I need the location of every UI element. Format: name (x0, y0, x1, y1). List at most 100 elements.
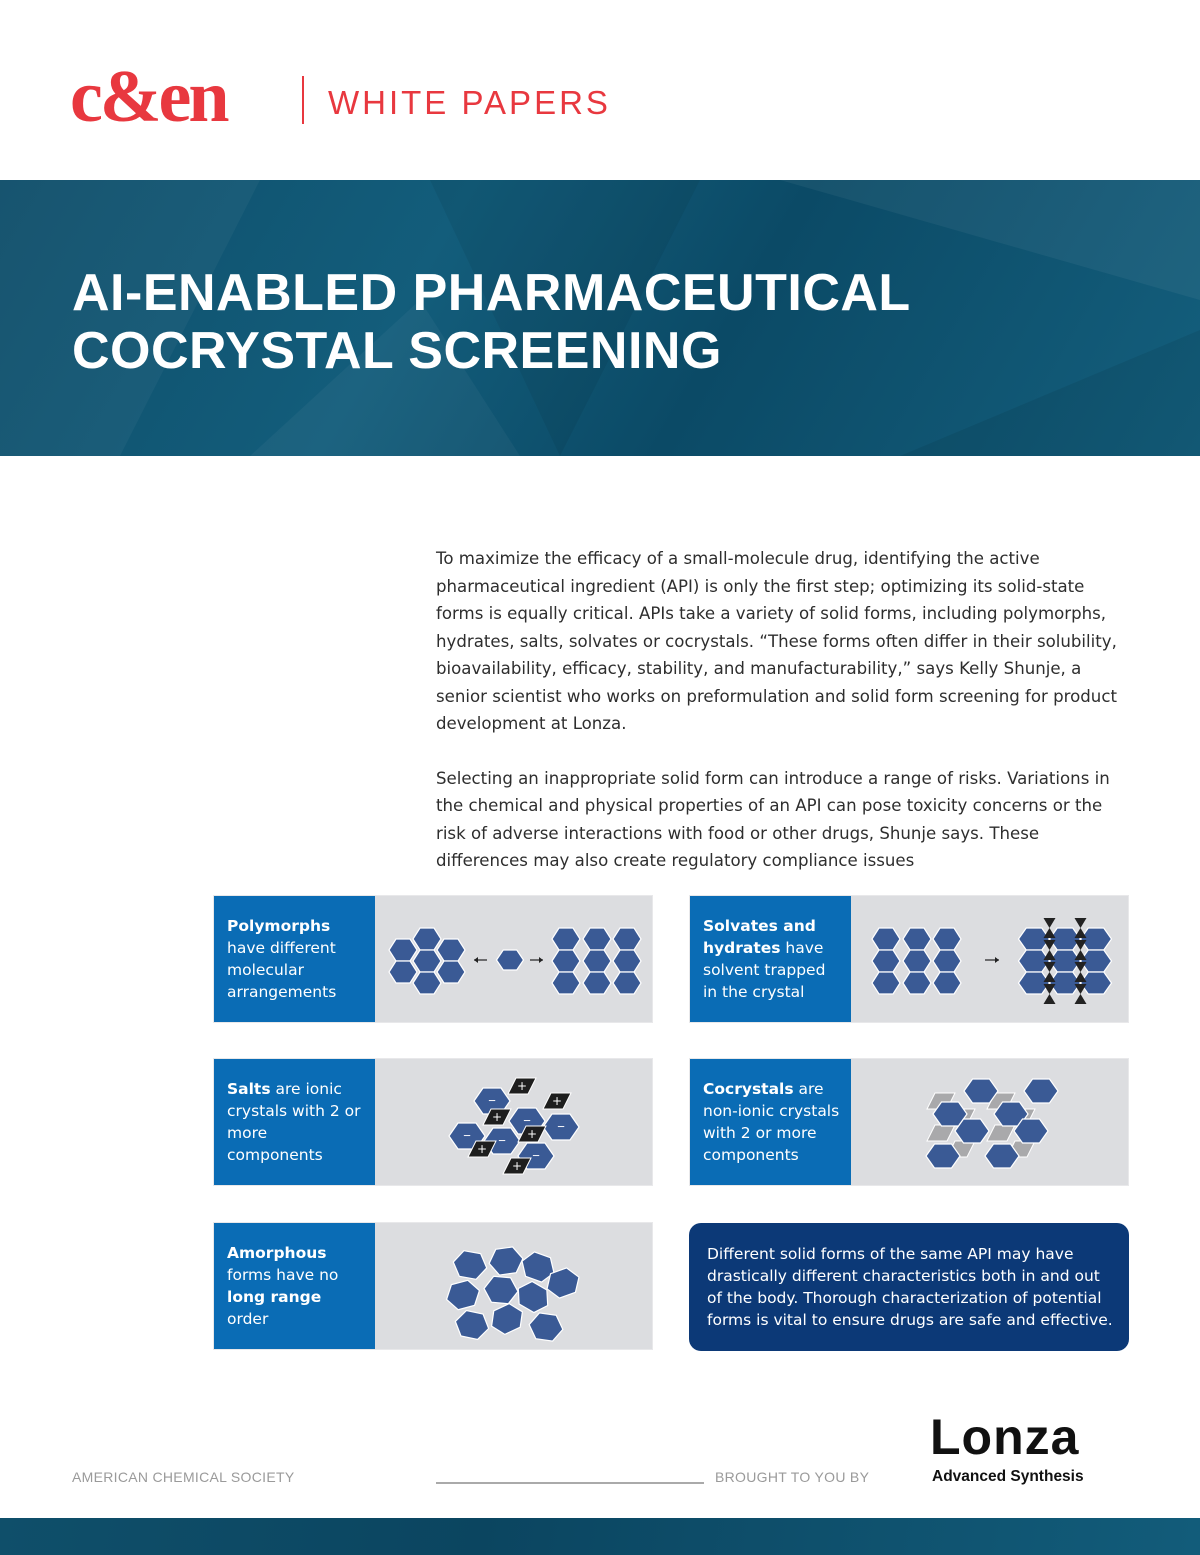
hexagon-molecule (445, 1279, 481, 1311)
solvent-molecule (1043, 972, 1056, 982)
counterion (986, 1124, 1016, 1142)
publisher-name: AMERICAN CHEMICAL SOCIETY (72, 1469, 295, 1485)
hexagon-molecule (902, 949, 932, 973)
card-label: Polymorphs have different molecular arra… (214, 896, 375, 1022)
sponsor-subtitle: Advanced Synthesis (932, 1468, 1084, 1485)
hexagon-molecule (902, 971, 932, 995)
hexagon-molecule (488, 1246, 524, 1276)
solvent-molecule (1074, 962, 1087, 972)
hexagon-molecule (582, 949, 612, 973)
counterion (517, 1125, 547, 1143)
solvent-molecule (1074, 972, 1087, 982)
solvent-molecule (1043, 994, 1056, 1004)
hexagon-molecule (412, 971, 442, 995)
solvent-molecule (1074, 950, 1087, 960)
counterion (482, 1108, 512, 1126)
card-amorphous: Amorphous forms have no long range order (213, 1222, 653, 1350)
hexagon-molecule (582, 927, 612, 951)
polymorphs-illustration (388, 927, 642, 995)
summary-callout: Different solid forms of the same API ma… (689, 1223, 1129, 1351)
charge-sign: + (517, 1079, 527, 1093)
charge-sign: + (552, 1094, 562, 1108)
charge-sign: − (557, 1119, 565, 1134)
arrow-head (474, 957, 478, 963)
arrow-head (995, 957, 999, 963)
charge-sign: − (532, 1148, 540, 1163)
hexagon-molecule (412, 927, 442, 951)
card-label: Cocrystals are non-ionic crystals with 2… (690, 1059, 851, 1185)
footer-band (0, 1518, 1200, 1555)
intro-text: To maximize the efficacy of a small-mole… (436, 545, 1126, 902)
solvent-molecule (1043, 984, 1056, 994)
hexagon-molecule (871, 971, 901, 995)
hexagon-molecule (984, 1143, 1020, 1169)
hexagon-molecule (517, 1280, 549, 1314)
charge-sign: + (492, 1110, 502, 1124)
hexagon-molecule (436, 960, 466, 984)
hexagon-molecule (551, 971, 581, 995)
hexagon-molecule (1017, 971, 1051, 995)
hexagon-molecule (473, 1087, 511, 1115)
charge-sign: + (477, 1142, 487, 1156)
brought-by-label: BROUGHT TO YOU BY (715, 1469, 870, 1485)
hexagon-molecule (546, 1267, 580, 1299)
cocrystals-illustration (925, 1078, 1059, 1169)
hexagon-molecule (388, 960, 418, 984)
solvent-molecule (1043, 928, 1056, 938)
card-label: Salts are ionic crystals with 2 or more … (214, 1059, 375, 1185)
counterion (502, 1157, 532, 1175)
lonza-logo: Lonza (930, 1409, 1080, 1465)
counterion (507, 1077, 537, 1095)
hexagon-molecule (436, 938, 466, 962)
hexagon-molecule (1079, 927, 1113, 951)
hexagon-molecule (932, 1101, 968, 1127)
solvent-molecule (1074, 918, 1087, 928)
hexagon-molecule (551, 927, 581, 951)
hexagon-molecule (483, 1275, 519, 1305)
charge-sign: − (498, 1133, 506, 1148)
hexagon-molecule (1048, 949, 1082, 973)
solvent-molecule (1043, 918, 1056, 928)
hexagon-molecule (993, 1101, 1029, 1127)
solvent-molecule (1074, 928, 1087, 938)
charge-sign: − (523, 1113, 531, 1128)
page-title: AI-ENABLED PHARMACEUTICAL COCRYSTAL SCRE… (72, 264, 911, 380)
charge-sign: + (512, 1159, 522, 1173)
paragraph: Selecting an inappropriate solid form ca… (436, 768, 1110, 871)
card-solvates: Solvates and hydrates have solvent trapp… (689, 895, 1129, 1023)
hexagon-molecule (454, 1309, 490, 1341)
solvent-molecule (1043, 962, 1056, 972)
hexagon-molecule (612, 949, 642, 973)
paragraph: To maximize the efficacy of a small-mole… (436, 549, 1117, 733)
amorphous-illustration (445, 1246, 580, 1342)
charge-sign: + (527, 1127, 537, 1141)
counterion (926, 1124, 956, 1142)
title-line-1: AI-ENABLED PHARMACEUTICAL (72, 264, 911, 322)
charge-sign: − (463, 1128, 471, 1143)
counterion (542, 1092, 572, 1110)
section-label: WHITE PAPERS (328, 84, 611, 121)
title-line-2: COCRYSTAL SCREENING (72, 322, 722, 380)
solvent-molecule (1074, 984, 1087, 994)
solvent-molecule (1043, 950, 1056, 960)
hexagon-molecule (932, 949, 962, 973)
arrow-head (539, 957, 543, 963)
cen-logo: c&en (70, 56, 229, 138)
solvent-molecule (1043, 940, 1056, 950)
salts-illustration: −−− −−−++++++ (448, 1077, 580, 1175)
card-salts: Salts are ionic crystals with 2 or more … (213, 1058, 653, 1186)
charge-sign: − (488, 1093, 496, 1108)
hexagon-molecule (1079, 949, 1113, 973)
hexagon-molecule (1048, 971, 1082, 995)
hexagon-molecule (612, 971, 642, 995)
title-banner: AI-ENABLED PHARMACEUTICAL COCRYSTAL SCRE… (0, 180, 1200, 456)
solvent-molecule (1074, 994, 1087, 1004)
hexagon-molecule (1013, 1118, 1049, 1144)
hexagon-molecule (452, 1250, 488, 1280)
solvent-molecule (1074, 940, 1087, 950)
solvates-illustration (871, 918, 1113, 1004)
hexagon-molecule (925, 1143, 961, 1169)
hexagon-molecule (954, 1118, 990, 1144)
hexagon-molecule (542, 1113, 580, 1141)
banner-pattern (0, 180, 1200, 456)
